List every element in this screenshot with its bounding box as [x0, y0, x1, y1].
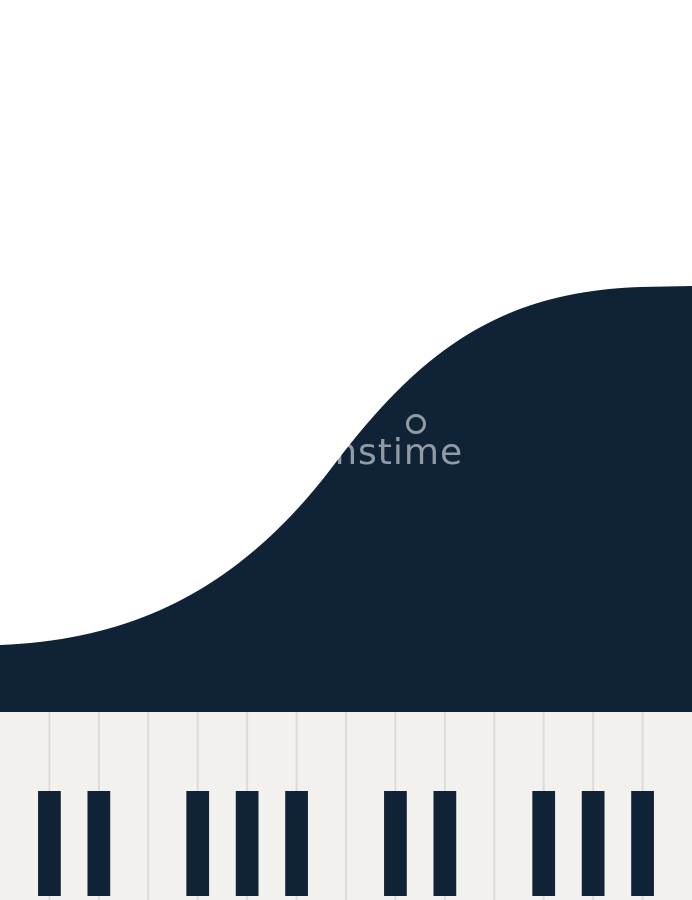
black-key [631, 791, 654, 896]
black-key [235, 791, 259, 896]
black-key [532, 791, 556, 896]
black-key [581, 791, 605, 896]
black-key [285, 791, 308, 896]
grand-piano-lid [0, 286, 692, 712]
black-key [384, 791, 407, 896]
black-key [186, 791, 210, 896]
black-key [87, 791, 111, 896]
piano-keyboard [0, 712, 692, 900]
black-key [38, 791, 61, 896]
black-key [433, 791, 457, 896]
